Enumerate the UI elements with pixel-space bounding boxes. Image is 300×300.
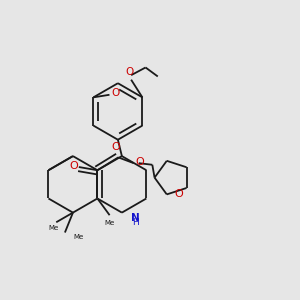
Text: O: O [175, 189, 184, 199]
Text: H: H [132, 218, 139, 227]
Text: Me: Me [104, 220, 115, 226]
Text: N: N [131, 213, 140, 223]
Text: O: O [125, 67, 134, 77]
Text: Me: Me [49, 226, 59, 232]
Text: Me: Me [73, 234, 83, 240]
Text: O: O [135, 157, 144, 166]
Text: O: O [112, 88, 120, 98]
Text: O: O [70, 161, 78, 171]
Text: O: O [111, 142, 120, 152]
